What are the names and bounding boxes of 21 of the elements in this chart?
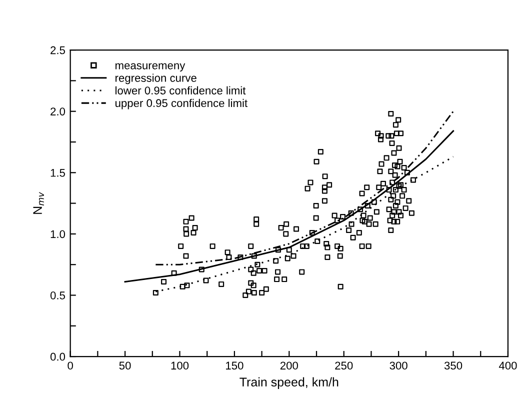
y-tick-label: 2.5 (50, 46, 66, 54)
y-tick-label: 1.0 (50, 230, 66, 238)
x-axis-title: Train speed, km/h (240, 377, 338, 389)
x-tick-label: 300 (390, 362, 408, 370)
y-tick-label: 0.0 (50, 352, 66, 361)
x-tick-label: 100 (171, 362, 189, 370)
x-tick-label: 400 (498, 362, 517, 370)
y-tick-label: 1.5 (50, 169, 66, 177)
x-tick-label: 250 (335, 362, 353, 370)
legend-label: regression curve (116, 74, 196, 84)
legend-label: upper 0.95 confidence limit (116, 98, 248, 110)
x-tick-label: 150 (226, 362, 244, 370)
legend-label: lower 0.95 confidence limit (116, 86, 246, 94)
y-tick-label: 2.0 (50, 108, 66, 116)
y-axis-title: N$_{mv}$ (33, 192, 44, 214)
x-tick-label: 0 (68, 362, 73, 370)
y-tick-label: 0.5 (50, 292, 66, 300)
x-tick-label: 350 (444, 362, 462, 370)
x-tick-label: 50 (119, 362, 131, 370)
legend-label: measuremeny (116, 63, 186, 72)
x-tick-label: 200 (280, 362, 298, 370)
